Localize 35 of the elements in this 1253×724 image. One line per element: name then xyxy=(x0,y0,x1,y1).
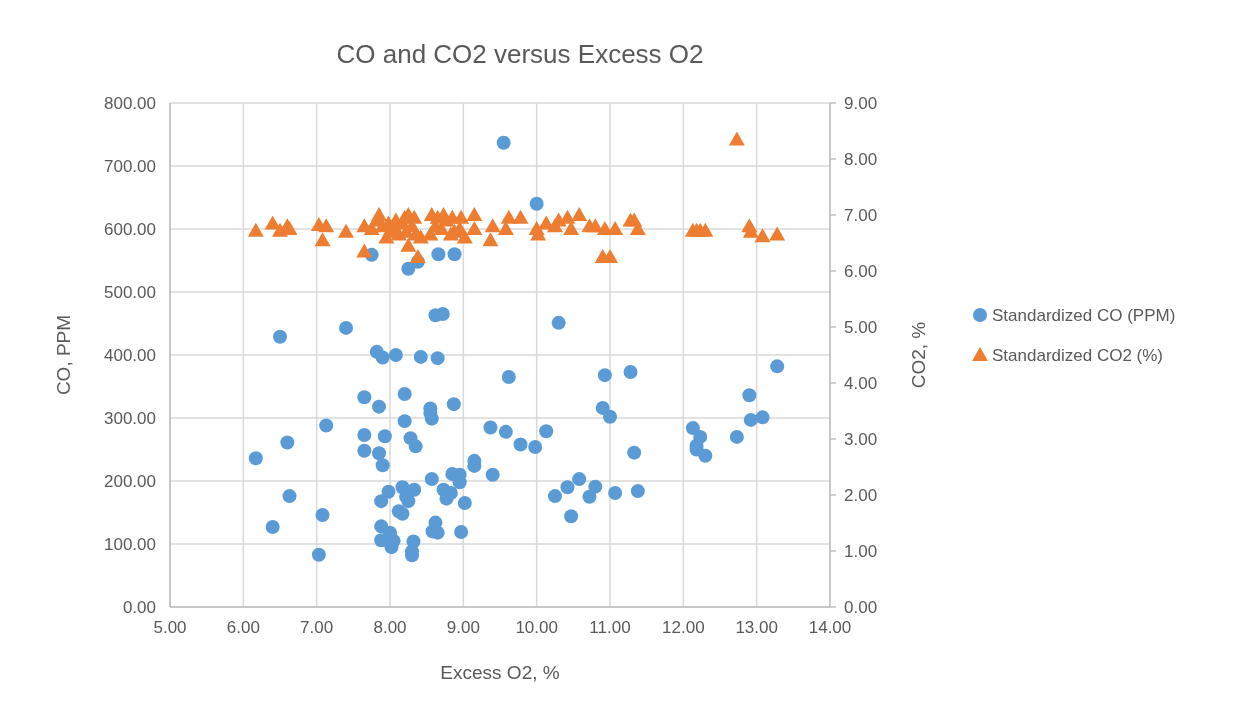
legend-label: Standardized CO (PPM) xyxy=(992,306,1176,325)
y2-tick-label: 3.00 xyxy=(844,430,878,449)
x-tick-label: 12.00 xyxy=(662,618,705,637)
y2-tick-label: 1.00 xyxy=(844,542,878,561)
y2-tick-label: 0.00 xyxy=(844,598,878,617)
y2-axis-title: CO2, % xyxy=(908,321,929,389)
y-tick-label: 300.00 xyxy=(104,409,156,428)
y2-tick-label: 2.00 xyxy=(844,486,878,505)
x-tick-label: 7.00 xyxy=(300,618,334,637)
y-tick-label: 500.00 xyxy=(104,283,156,302)
y-tick-label: 800.00 xyxy=(104,94,156,113)
y-tick-label: 200.00 xyxy=(104,472,156,491)
x-tick-label: 8.00 xyxy=(373,618,407,637)
y2-tick-label: 8.00 xyxy=(844,150,878,169)
y-tick-label: 400.00 xyxy=(104,346,156,365)
y2-tick-label: 9.00 xyxy=(844,94,878,113)
y-tick-label: 600.00 xyxy=(104,220,156,239)
x-tick-label: 11.00 xyxy=(589,618,631,637)
y-tick-label: 100.00 xyxy=(104,535,156,554)
y-axis-title: CO, PPM xyxy=(53,314,74,396)
x-tick-label: 14.00 xyxy=(808,618,852,637)
y2-tick-label: 6.00 xyxy=(844,262,878,281)
x-tick-label: 9.00 xyxy=(446,618,480,637)
y-tick-label: 700.00 xyxy=(104,157,156,176)
y2-tick-label: 5.00 xyxy=(844,318,878,337)
x-axis-title: Excess O2, % xyxy=(440,662,560,683)
y2-tick-label: 4.00 xyxy=(844,374,878,393)
y-tick-label: 0.00 xyxy=(122,598,156,617)
x-tick-label: 6.00 xyxy=(226,618,260,637)
chart-title: CO and CO2 versus Excess O2 xyxy=(336,39,704,69)
legend-label: Standardized CO2 (%) xyxy=(992,346,1164,365)
x-tick-label: 5.00 xyxy=(153,618,187,637)
x-tick-label: 13.00 xyxy=(735,618,778,637)
y2-tick-label: 7.00 xyxy=(844,206,878,225)
x-tick-label: 10.00 xyxy=(515,618,558,637)
